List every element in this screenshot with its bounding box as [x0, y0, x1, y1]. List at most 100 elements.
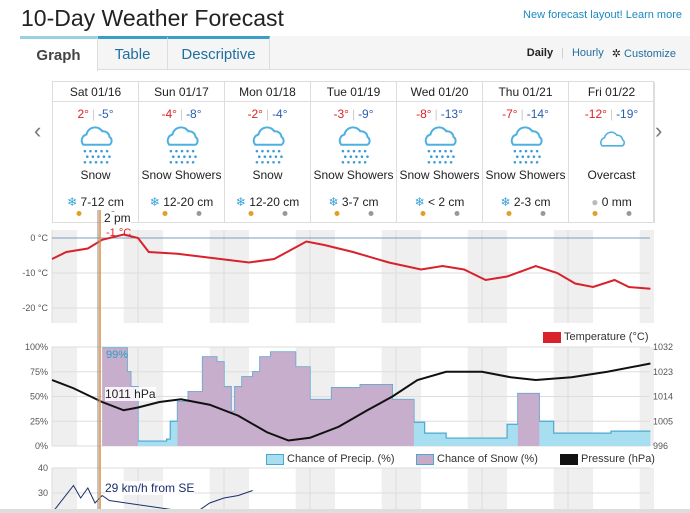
- low-temp: -9°: [358, 107, 374, 121]
- night-band: [639, 468, 654, 513]
- cursor-wind: 29 km/h from SE: [105, 481, 195, 495]
- precip-amount: ❄ 12-20 cm: [139, 195, 224, 209]
- y-tick-label: 40: [38, 463, 48, 473]
- new-layout-link[interactable]: New forecast layout! Learn more: [523, 9, 682, 21]
- tab-bar: Graph Table Descriptive: [20, 36, 690, 71]
- amount-value: 2-3 cm: [513, 195, 551, 209]
- night-band: [467, 230, 482, 323]
- legend-pressure: Pressure (hPa): [560, 453, 655, 465]
- low-temp: -13°: [440, 107, 463, 121]
- temperature-line: [51, 233, 651, 290]
- high-temp: -7°: [502, 107, 518, 121]
- next-arrow[interactable]: ›: [655, 118, 663, 143]
- day-date: Fri 01/22: [569, 82, 654, 102]
- gear-icon: ✲: [611, 48, 621, 60]
- day-column: Sat 01/16 2° | -5° Snow ❄ 7-12 cm: [53, 82, 139, 223]
- night-band: [123, 230, 138, 323]
- y-tick-label-right: 1023: [653, 367, 673, 377]
- amount-value: 7-12 cm: [80, 195, 124, 209]
- sun-moon-icons: [248, 211, 287, 216]
- legend-pressure-label: Pressure (hPa): [581, 453, 655, 465]
- night-band: [310, 468, 336, 513]
- cursor-temp: -1 °C: [106, 227, 132, 239]
- y-tick-label: -20 °C: [22, 303, 48, 313]
- day-date: Tue 01/19: [311, 82, 396, 102]
- condition: Snow Showers: [313, 168, 394, 182]
- day-column: Tue 01/19 -3° | -9° Snow Showers ❄ 3-7 cm: [311, 82, 397, 223]
- day-column: Fri 01/22 -12° | -19° Overcast ● 0 mm: [569, 82, 655, 223]
- pressure-swatch: [560, 453, 578, 465]
- precip-amount: ❄ 3-7 cm: [311, 195, 396, 209]
- tab-descriptive[interactable]: Descriptive: [168, 36, 270, 70]
- page-title: 10-Day Weather Forecast: [21, 5, 284, 31]
- legend-snow: Chance of Snow (%): [416, 453, 538, 465]
- sun-moon-icons: [592, 211, 631, 216]
- day-column: Wed 01/20 -8° | -13° Snow Showers ❄ < 2 cm: [397, 82, 483, 223]
- precip-amount: ❄ < 2 cm: [397, 195, 482, 209]
- snow-area: [102, 347, 651, 446]
- bottom-border: [0, 509, 690, 513]
- night-band: [381, 468, 396, 513]
- night-band: [224, 230, 250, 323]
- legend-snow-label: Chance of Snow (%): [437, 453, 538, 465]
- daily-option[interactable]: Daily: [526, 47, 554, 59]
- snowflake-icon: ❄: [414, 195, 425, 209]
- y-tick-label-left: 100%: [25, 342, 48, 352]
- snow-cloud-icon: [510, 126, 543, 164]
- pressure-line: [51, 362, 651, 442]
- low-temp: -19°: [616, 107, 639, 121]
- tab-table[interactable]: Table: [98, 36, 168, 70]
- snowflake-icon: ❄: [235, 195, 246, 209]
- high-temp: 2°: [77, 107, 89, 121]
- snow-cloud-icon: [80, 126, 113, 164]
- forecast-table: Sat 01/16 2° | -5° Snow ❄ 7-12 cm Sun 01/1…: [52, 81, 655, 223]
- day-temps: 2° | -5°: [77, 107, 114, 121]
- condition: Snow: [80, 168, 111, 182]
- condition: Snow: [252, 168, 283, 182]
- sun-moon-icons: [334, 211, 373, 216]
- amount-value: 12-20 cm: [163, 195, 214, 209]
- day-column: Sun 01/17 -4° | -8° Snow Showers ❄ 12-20 c…: [139, 82, 225, 223]
- snow-cloud-icon: [252, 126, 285, 164]
- high-temp: -8°: [416, 107, 432, 121]
- low-temp: -14°: [526, 107, 549, 121]
- sun-moon-icons: [420, 211, 459, 216]
- day-column: Mon 01/18 -2° | -4° Snow ❄ 12-20 cm: [225, 82, 311, 223]
- amount-value: 3-7 cm: [341, 195, 379, 209]
- legend-precip: Chance of Precip. (%): [266, 453, 395, 465]
- precip-amount: ❄ 7-12 cm: [53, 195, 138, 209]
- y-tick-label: 30: [38, 488, 48, 498]
- tab-graph[interactable]: Graph: [20, 36, 98, 71]
- snowflake-icon: ❄: [500, 195, 511, 209]
- night-band: [209, 468, 224, 513]
- customize-label: Customize: [624, 48, 676, 60]
- cursor-time: 2 pm: [104, 211, 131, 225]
- customize-button[interactable]: ✲ Customize: [612, 47, 676, 60]
- condition: Snow Showers: [141, 168, 222, 182]
- high-temp: -2°: [247, 107, 263, 121]
- night-band: [467, 468, 482, 513]
- day-date: Sun 01/17: [139, 82, 224, 102]
- night-band: [52, 468, 78, 513]
- condition: Snow Showers: [485, 168, 566, 182]
- night-band: [52, 230, 78, 323]
- day-column: Thu 01/21 -7° | -14° Snow Showers ❄ 2-3 cm: [483, 82, 569, 223]
- day-date: Sat 01/16: [53, 82, 138, 102]
- previous-arrow[interactable]: ‹: [34, 118, 42, 143]
- cursor-precip: 99%: [106, 349, 129, 361]
- precip-amount: ❄ 12-20 cm: [225, 195, 310, 209]
- condition: Overcast: [587, 168, 636, 182]
- day-temps: -3° | -9°: [333, 107, 374, 121]
- raindrop-icon: ●: [591, 195, 599, 209]
- legend-temperature: Temperature (°C): [543, 331, 648, 343]
- high-temp: -4°: [161, 107, 177, 121]
- y-tick-label-right: 996: [653, 441, 668, 451]
- y-tick-label-left: 50%: [30, 392, 48, 402]
- hourly-option[interactable]: Hourly: [571, 47, 604, 59]
- day-temps: -8° | -13°: [416, 107, 463, 121]
- snowflake-icon: ❄: [149, 195, 160, 209]
- view-options: Daily | Hourly ✲ Customize: [527, 47, 676, 60]
- low-temp: -5°: [98, 107, 114, 121]
- day-date: Mon 01/18: [225, 82, 310, 102]
